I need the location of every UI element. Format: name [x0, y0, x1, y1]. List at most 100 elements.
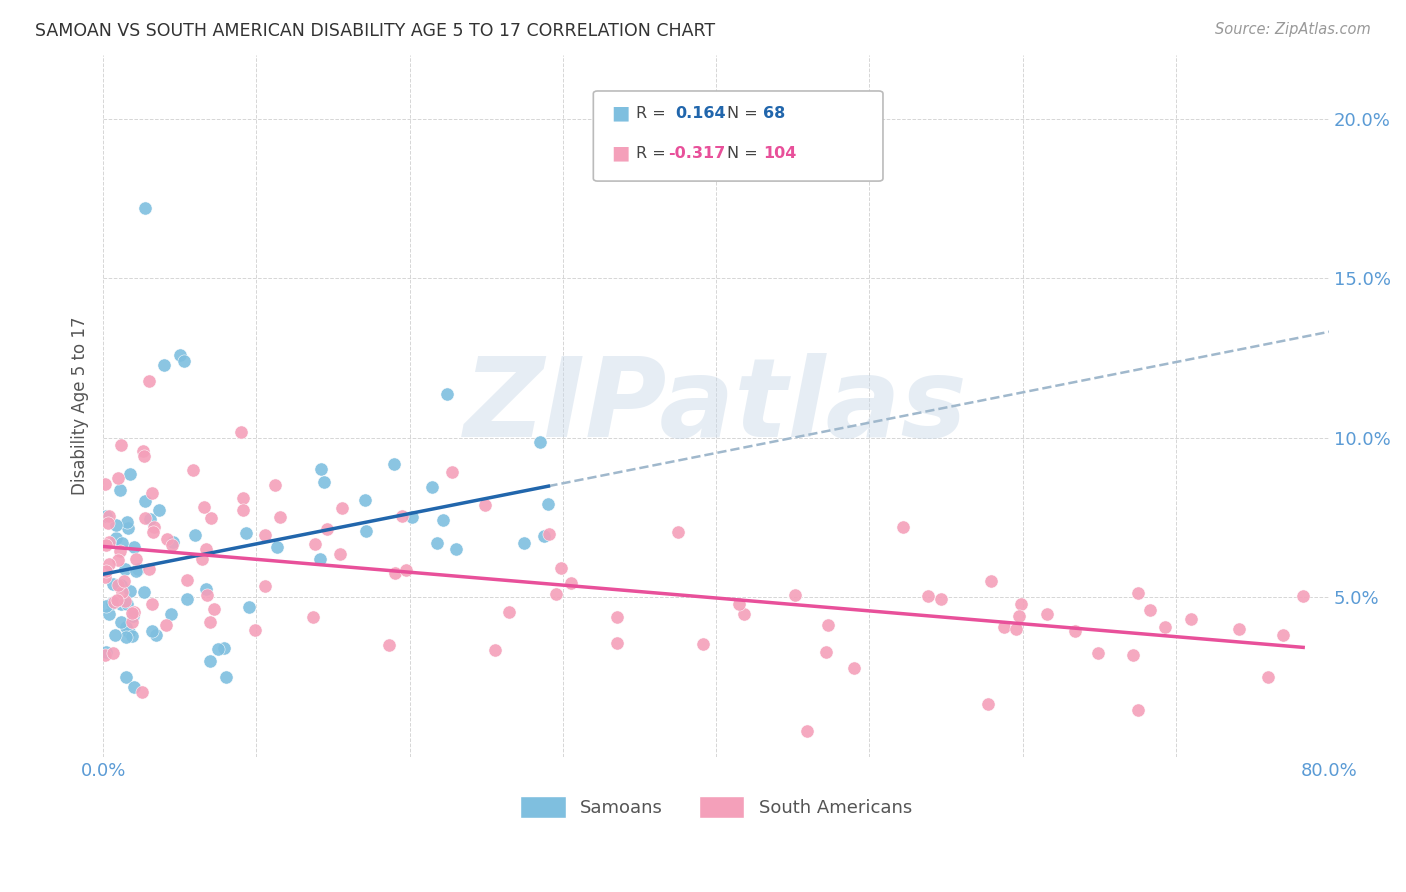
Point [606, 636, 628, 650]
Point [529, 435, 551, 450]
Point [121, 615, 143, 629]
Point [243, 623, 266, 637]
Point [160, 607, 183, 622]
Point [395, 563, 418, 577]
Point [200, 654, 222, 668]
Point [538, 527, 561, 541]
Point [193, 500, 215, 514]
Text: SAMOAN VS SOUTH AMERICAN DISABILITY AGE 5 TO 17 CORRELATION CHART: SAMOAN VS SOUTH AMERICAN DISABILITY AGE … [35, 22, 716, 40]
Point [254, 528, 277, 542]
Point [107, 578, 129, 592]
Point [215, 670, 238, 684]
Point [93, 477, 115, 491]
Point [131, 685, 153, 699]
Point [498, 606, 520, 620]
Point [111, 585, 134, 599]
Point [169, 348, 191, 362]
Point [544, 587, 567, 601]
Point [1064, 624, 1087, 638]
Point [98, 508, 121, 523]
Point [138, 511, 160, 525]
Point [93, 648, 115, 662]
Point [1126, 586, 1149, 600]
Point [98, 557, 121, 571]
Point [127, 562, 149, 576]
Point [304, 537, 326, 551]
Point [94, 538, 117, 552]
Point [118, 625, 141, 640]
Point [891, 520, 914, 534]
Point [141, 485, 163, 500]
Point [122, 540, 145, 554]
Point [124, 552, 146, 566]
Point [815, 645, 838, 659]
Point [121, 606, 143, 620]
Text: R =: R = [636, 106, 671, 120]
Point [122, 680, 145, 694]
Point [110, 597, 132, 611]
Point [401, 510, 423, 524]
Point [484, 642, 506, 657]
Point [122, 605, 145, 619]
Point [1139, 603, 1161, 617]
Point [1180, 612, 1202, 626]
Point [134, 511, 156, 525]
Point [97, 607, 120, 622]
Point [1257, 670, 1279, 684]
Point [606, 610, 628, 624]
Text: 0.164: 0.164 [675, 106, 725, 120]
Point [198, 615, 221, 629]
Point [153, 358, 176, 372]
Point [117, 515, 139, 529]
Point [112, 574, 135, 588]
Point [692, 637, 714, 651]
Point [155, 618, 177, 632]
Point [148, 503, 170, 517]
Y-axis label: Disability Age 5 to 17: Disability Age 5 to 17 [72, 317, 89, 495]
Point [108, 483, 131, 497]
Point [382, 457, 405, 471]
Point [1128, 703, 1150, 717]
Point [194, 582, 217, 596]
Point [142, 524, 165, 539]
Text: R =: R = [636, 146, 671, 161]
Point [1036, 607, 1059, 621]
Point [115, 598, 138, 612]
Point [238, 599, 260, 614]
Point [232, 502, 254, 516]
Point [115, 670, 138, 684]
Point [917, 589, 939, 603]
Text: 104: 104 [763, 146, 797, 161]
Point [184, 528, 207, 542]
Point [104, 628, 127, 642]
Point [1005, 622, 1028, 636]
Point [207, 641, 229, 656]
Point [118, 467, 141, 482]
Text: N =: N = [727, 106, 763, 120]
Point [141, 624, 163, 638]
Point [796, 724, 818, 739]
Point [134, 585, 156, 599]
Point [309, 552, 332, 566]
Point [110, 615, 132, 629]
Point [115, 630, 138, 644]
Point [104, 518, 127, 533]
Point [441, 465, 464, 479]
Point [96, 599, 118, 613]
Legend: Samoans, South Americans: Samoans, South Americans [513, 789, 920, 825]
Point [842, 660, 865, 674]
Text: ■: ■ [612, 103, 630, 123]
Point [143, 520, 166, 534]
Point [134, 449, 156, 463]
Point [117, 521, 139, 535]
Point [537, 497, 560, 511]
Point [94, 645, 117, 659]
Point [384, 566, 406, 581]
Point [110, 578, 132, 592]
Point [1154, 620, 1177, 634]
Text: -0.317: -0.317 [668, 146, 725, 161]
Point [1010, 597, 1032, 611]
Point [132, 444, 155, 458]
Point [315, 522, 337, 536]
Point [474, 498, 496, 512]
